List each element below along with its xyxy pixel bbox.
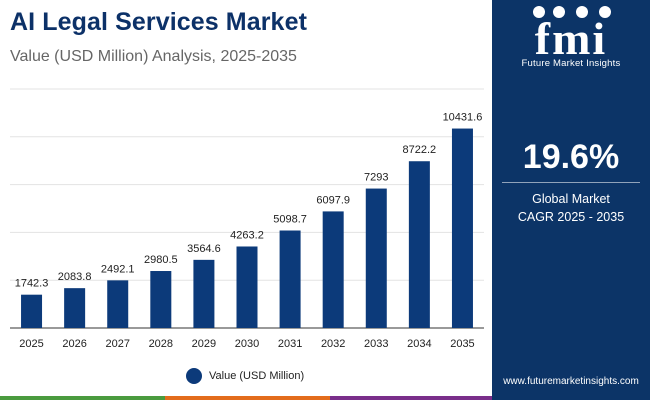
website-link[interactable]: www.futuremarketinsights.com	[503, 376, 639, 387]
logo-dot-4	[599, 6, 611, 18]
x-tick-2029: 2029	[192, 338, 216, 350]
value-label-2030: 4263.2	[230, 229, 264, 241]
value-label-2029: 3564.6	[187, 243, 221, 255]
legend: Value (USD Million)	[186, 368, 304, 384]
bar-2033	[365, 188, 387, 328]
logo-mark: fmi	[535, 13, 607, 64]
cagr-value: 19.6%	[522, 138, 620, 176]
x-tick-2032: 2032	[321, 338, 345, 350]
bars	[21, 128, 473, 328]
bar-2030	[236, 246, 258, 328]
bar-2029	[193, 259, 215, 328]
bar-2034	[408, 161, 430, 328]
bar-2026	[64, 288, 86, 328]
value-label-2035: 10431.6	[443, 112, 483, 124]
x-tick-2025: 2025	[19, 338, 43, 350]
value-label-2027: 2492.1	[101, 263, 135, 275]
cagr-label-line1: Global Market	[532, 192, 610, 206]
divider	[502, 182, 640, 183]
bar-2032	[322, 211, 344, 328]
x-tick-2028: 2028	[149, 338, 173, 350]
value-labels: 1742.3 2083.8 2492.1 2980.5 3564.6 4263.2 5098…	[15, 112, 483, 290]
value-label-2031: 5098.7	[273, 214, 307, 226]
bar-2031	[279, 230, 301, 328]
legend-label: Value (USD Million)	[209, 370, 305, 382]
footer-segment-orange	[165, 396, 330, 400]
x-axis-tick-labels: 2025 2026 2027 2028 2029 2030 2031 2032 2033 2034…	[19, 338, 474, 350]
bar-2028	[150, 271, 172, 328]
cagr-label: Global Market CAGR 2025 - 2035	[492, 190, 650, 226]
legend-swatch	[186, 368, 202, 384]
x-tick-2027: 2027	[105, 338, 129, 350]
footer-segment-purple	[330, 396, 492, 400]
logo-dot-1	[533, 6, 545, 18]
bar-2027	[107, 280, 129, 328]
bar-chart: 1742.3 2083.8 2492.1 2980.5 3564.6 4263.2 5098…	[10, 88, 484, 350]
x-tick-2035: 2035	[450, 338, 474, 350]
x-tick-2030: 2030	[235, 338, 259, 350]
footer-color-bar	[0, 396, 650, 400]
x-tick-2033: 2033	[364, 338, 388, 350]
value-label-2032: 6097.9	[316, 194, 350, 206]
chart-subtitle: Value (USD Million) Analysis, 2025-2035	[10, 48, 297, 65]
value-label-2033: 7293	[364, 172, 388, 184]
logo-dot-2	[553, 6, 565, 18]
fmi-logo: fmi	[533, 6, 611, 64]
footer-segment-green	[0, 396, 165, 400]
value-label-2028: 2980.5	[144, 254, 178, 266]
bar-2035	[451, 128, 473, 328]
brand-sidepanel: fmi Future Market Insights 19.6% Global …	[492, 0, 650, 400]
cagr-label-line2: CAGR 2025 - 2035	[517, 210, 625, 224]
logo-text: Future Market Insights	[521, 58, 621, 69]
x-tick-2031: 2031	[278, 338, 302, 350]
bar-2025	[21, 294, 43, 328]
value-label-2025: 1742.3	[15, 278, 49, 290]
chart-title: AI Legal Services Market	[10, 8, 307, 36]
x-tick-2026: 2026	[62, 338, 86, 350]
logo-dot-3	[576, 6, 588, 18]
footer-segment-navy	[492, 396, 650, 400]
x-tick-2034: 2034	[407, 338, 431, 350]
value-label-2026: 2083.8	[58, 271, 92, 283]
value-label-2034: 8722.2	[403, 144, 437, 156]
